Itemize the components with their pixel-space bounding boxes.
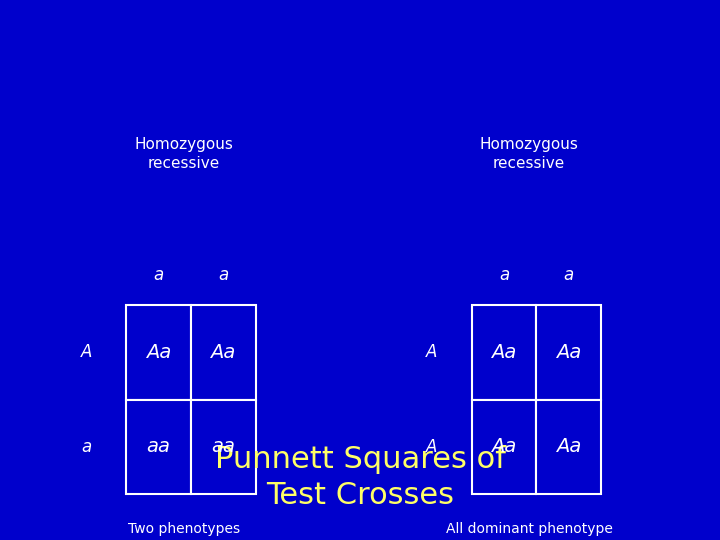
Text: Aa: Aa [145, 343, 171, 362]
Text: Aa: Aa [491, 437, 517, 456]
Text: Homozygous
recessive: Homozygous recessive [480, 137, 579, 171]
Text: aa: aa [211, 437, 235, 456]
Text: a: a [153, 266, 163, 285]
Text: All dominant phenotype: All dominant phenotype [446, 522, 613, 536]
Bar [536, 305, 601, 400]
Bar [472, 400, 536, 494]
Text: a: a [218, 266, 228, 285]
Bar [472, 305, 536, 400]
Text: a: a [499, 266, 509, 285]
Bar [126, 400, 191, 494]
Text: Aa: Aa [556, 343, 582, 362]
Text: Homozygous
recessive: Homozygous recessive [134, 137, 233, 171]
Text: Aa: Aa [491, 343, 517, 362]
Bar [536, 400, 601, 494]
Text: A: A [426, 343, 438, 361]
Text: Aa: Aa [210, 343, 236, 362]
Text: Two phenotypes: Two phenotypes [127, 522, 240, 536]
Text: a: a [81, 438, 91, 456]
Text: a: a [564, 266, 574, 285]
Bar [191, 305, 256, 400]
Bar [191, 400, 256, 494]
Text: A: A [426, 438, 438, 456]
Text: aa: aa [146, 437, 171, 456]
Text: Aa: Aa [556, 437, 582, 456]
Text: Punnett Squares of
Test Crosses: Punnett Squares of Test Crosses [215, 446, 505, 510]
Bar [126, 305, 191, 400]
Text: A: A [81, 343, 92, 361]
